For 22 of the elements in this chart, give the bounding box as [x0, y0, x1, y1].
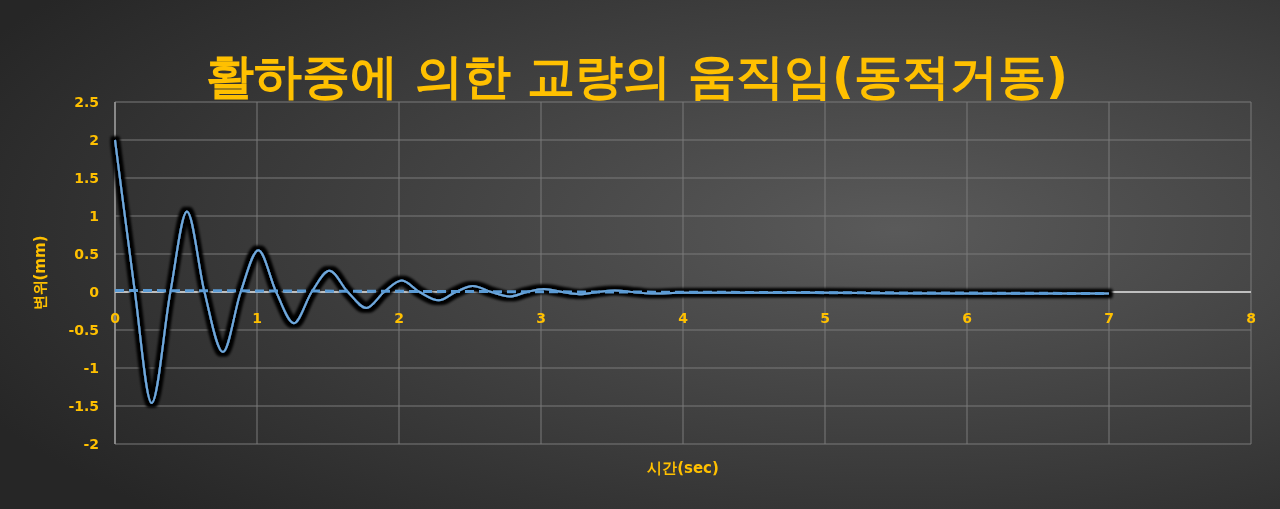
y-tick-label: 0: [89, 284, 100, 300]
y-tick-label: 2: [89, 132, 99, 148]
y-tick-label: 2.5: [74, 94, 99, 110]
x-tick-label: 0: [110, 310, 121, 326]
x-tick-label: 6: [962, 310, 972, 326]
y-tick-label: -1: [83, 360, 99, 376]
x-tick-label: 7: [1104, 310, 1114, 326]
y-tick-label: -0.5: [68, 322, 99, 338]
x-tick-label: 2: [394, 310, 404, 326]
y-axis-title: 변위(mm): [31, 235, 49, 311]
x-axis-title: 시간(sec): [647, 459, 719, 477]
y-tick-label: 1: [89, 208, 99, 224]
chart-title: 활하중에 의한 교량의 움직임(동적거동): [205, 48, 1069, 104]
x-tick-label: 8: [1246, 310, 1256, 326]
x-tick-label: 5: [820, 310, 830, 326]
y-tick-label: 0.5: [74, 246, 99, 262]
x-tick-label: 4: [678, 310, 689, 326]
y-tick-label: 1.5: [74, 170, 99, 186]
x-tick-label: 1: [252, 310, 262, 326]
x-tick-label: 3: [536, 310, 546, 326]
y-tick-label: -1.5: [68, 398, 99, 414]
y-tick-label: -2: [83, 436, 99, 452]
